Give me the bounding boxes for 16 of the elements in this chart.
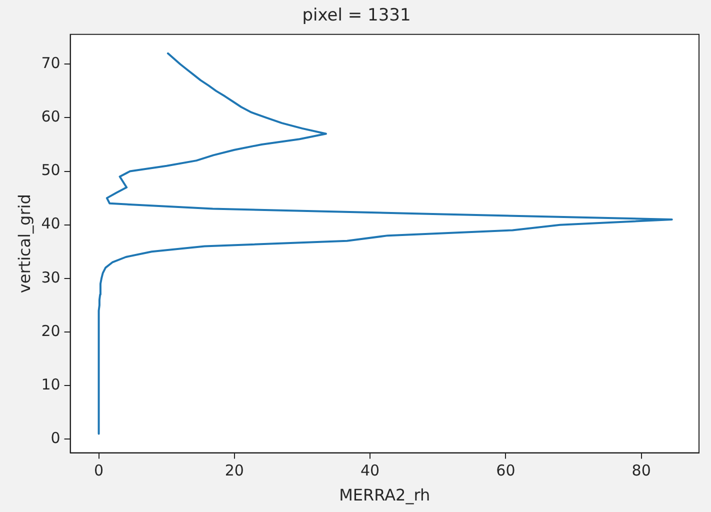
y-axis-title: vertical_grid: [14, 194, 34, 294]
x-tick-label: 80: [632, 462, 651, 480]
y-tick-label: 70: [41, 54, 60, 72]
y-tick-label: 10: [41, 375, 60, 394]
y-tick-label: 30: [41, 268, 60, 286]
y-tick-label: 20: [41, 322, 60, 340]
y-tick-label: 50: [41, 161, 60, 180]
x-tick-label: 0: [94, 462, 104, 480]
x-tick-label: 60: [496, 462, 516, 480]
x-tick-label: 20: [224, 462, 244, 480]
y-tick-label: 40: [41, 214, 60, 233]
x-axis-title: MERRA2_rh: [339, 486, 430, 505]
x-tick-label: 40: [360, 462, 380, 480]
y-tick-label: 0: [50, 429, 60, 448]
y-tick-label: 60: [41, 108, 60, 126]
chart-title: pixel = 1331: [302, 6, 411, 26]
